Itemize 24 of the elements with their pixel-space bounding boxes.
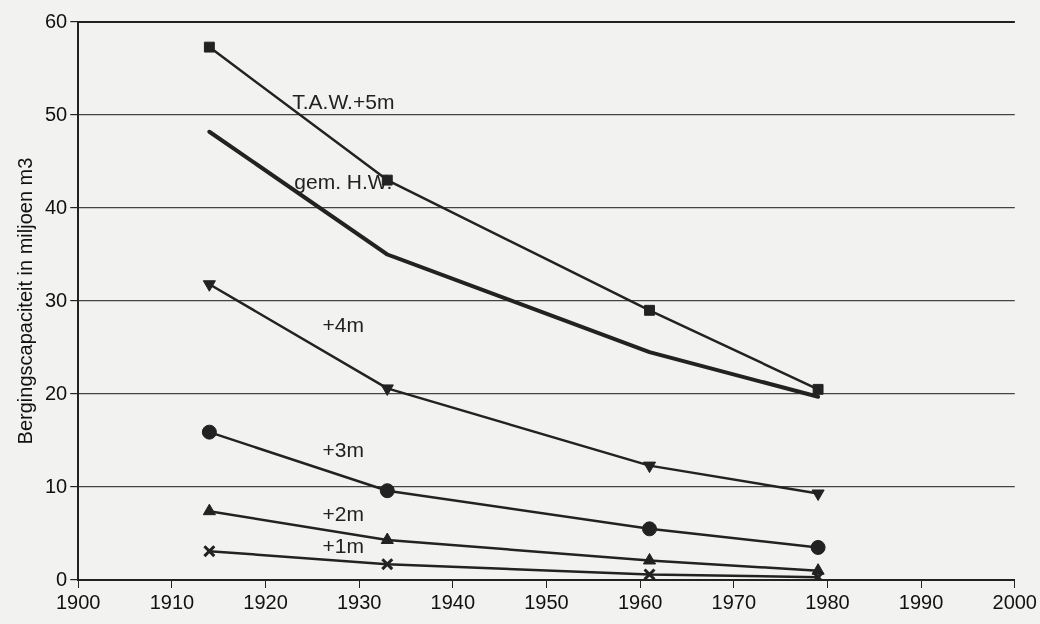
series-label: +3m <box>322 438 365 462</box>
series-label: +2m <box>322 502 365 526</box>
x-tick-label: 1900 <box>56 590 101 613</box>
x-tick-label: 1930 <box>336 590 382 613</box>
y-tick-label: 60 <box>45 9 68 32</box>
y-tick-label: 20 <box>45 381 68 404</box>
x-tick-label: 1910 <box>149 590 195 613</box>
x-tick-label: 1920 <box>243 590 288 613</box>
x-tick-label: 1960 <box>617 590 663 613</box>
y-tick-label: 0 <box>56 567 68 590</box>
x-tick-label: 1980 <box>805 590 850 613</box>
x-tick-label: 1970 <box>711 590 757 613</box>
y-axis-title: Bergingscapaciteit in miljoen m3 <box>13 157 36 445</box>
series-label: T.A.W.+5m <box>292 90 395 114</box>
series-label: +4m <box>322 313 365 337</box>
x-tick-label: 1990 <box>898 590 944 613</box>
x-tick-label: 1940 <box>430 590 476 613</box>
x-tick-label: 2000 <box>992 590 1037 613</box>
x-tick-label: 1950 <box>524 590 569 613</box>
y-tick-label: 40 <box>45 195 68 218</box>
series-label: +1m <box>322 534 365 558</box>
y-tick-label: 30 <box>45 288 68 311</box>
y-tick-label: 50 <box>45 102 68 125</box>
y-tick-label: 10 <box>45 474 68 497</box>
